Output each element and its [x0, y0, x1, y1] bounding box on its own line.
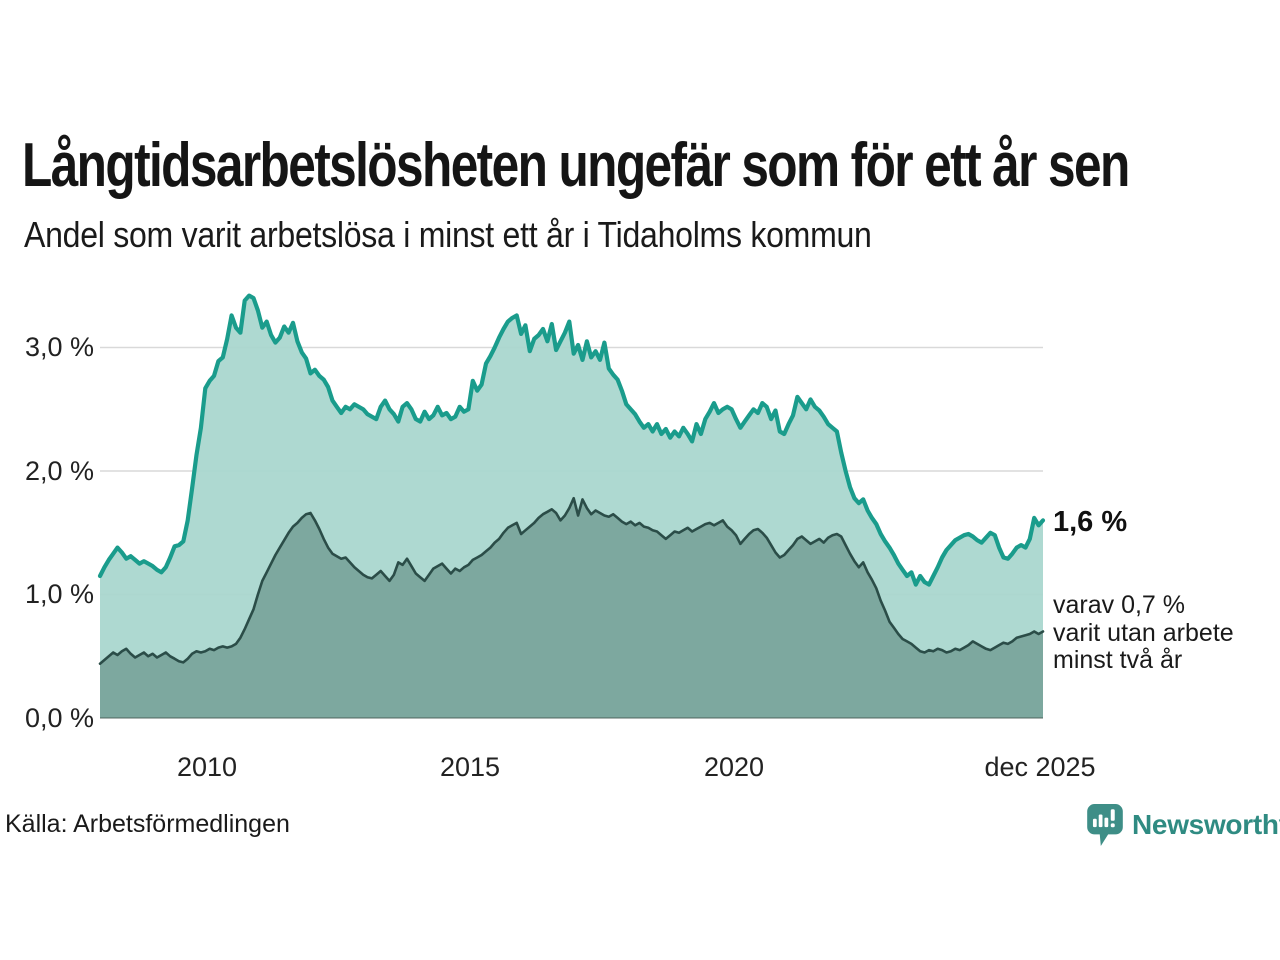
two-year-annotation: varav 0,7 % varit utan arbete minst två …: [1053, 591, 1234, 675]
x-tick-label: dec 2025: [984, 752, 1096, 782]
annotation-line: varav 0,7 %: [1053, 591, 1186, 619]
page-subtitle: Andel som varit arbetslösa i minst ett å…: [24, 214, 872, 255]
x-tick-label: 2020: [703, 752, 765, 782]
bar-chart-speech-bubble-icon: [1087, 804, 1123, 846]
y-tick-label: 2,0 %: [24, 456, 94, 486]
annotation-line: minst två år: [1053, 646, 1183, 674]
y-tick-label: 3,0 %: [24, 332, 94, 362]
source-label: Källa: Arbetsförmedlingen: [5, 810, 290, 838]
y-tick-label: 1,0 %: [24, 579, 94, 609]
x-tick-label: 2010: [176, 752, 238, 782]
page-title: Långtidsarbetslösheten ungefär som för e…: [22, 131, 1130, 200]
latest-value-label: 1,6 %: [1053, 506, 1128, 538]
x-tick-label: 2015: [439, 752, 501, 782]
annotation-line: varit utan arbete: [1053, 618, 1234, 647]
newsworthy-logo: Newsworthy: [1086, 803, 1280, 847]
y-tick-label: 0,0 %: [24, 703, 94, 733]
newsworthy-wordmark: Newsworthy: [1132, 809, 1280, 840]
